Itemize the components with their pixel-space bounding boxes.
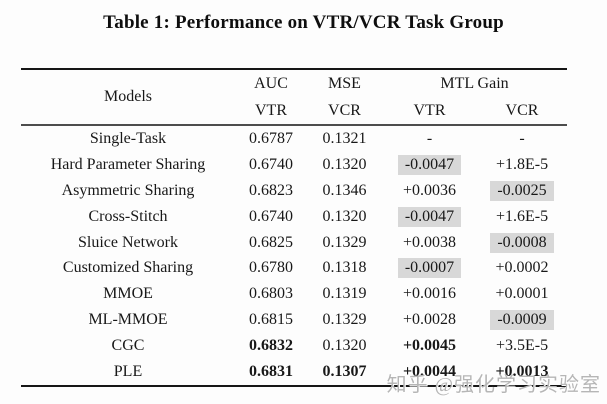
table-row: PLE 0.6831 0.1307 +0.0044 +0.0013 — [21, 359, 567, 385]
cell-mse-vcr: 0.1320 — [322, 155, 367, 173]
cell-mtl-vcr: +0.0002 — [495, 259, 549, 277]
cell-auc-vtr: 0.6823 — [249, 181, 293, 199]
cell-mtl-vcr: +0.0001 — [495, 285, 549, 303]
cell-mse-vcr: 0.1318 — [322, 259, 367, 277]
cell-model: CGC — [111, 337, 145, 355]
cell-model: Hard Parameter Sharing — [50, 155, 206, 173]
cell-mtl-vcr: -0.0008 — [477, 232, 567, 253]
table-row: ML-MMOE 0.6815 0.1329 +0.0028 -0.0009 — [21, 307, 567, 333]
table-row: Cross-Stitch 0.6740 0.1320 -0.0047 +1.6E… — [21, 204, 567, 230]
data-table: Models AUC MSE MTL Gain VTR VCR VTR VCR … — [21, 68, 567, 387]
cell-mtl-vtr: +0.0038 — [402, 233, 457, 251]
cell-auc-vtr: 0.6740 — [249, 207, 293, 225]
cell-auc-vtr: 0.6787 — [249, 129, 293, 147]
cell-model: Customized Sharing — [62, 259, 194, 277]
cell-auc-vtr: 0.6815 — [249, 311, 293, 329]
cell-mse-vcr: 0.1329 — [322, 311, 367, 329]
cell-mtl-vcr: -0.0009 — [477, 310, 567, 331]
cell-mse-vcr: 0.1329 — [322, 233, 367, 251]
cell-auc-vtr: 0.6740 — [249, 155, 293, 173]
cell-auc-vtr: 0.6803 — [249, 285, 293, 303]
cell-mtl-vtr: +0.0016 — [402, 285, 457, 303]
cell-mtl-vcr: +1.8E-5 — [495, 155, 549, 173]
cell-mse-vcr: 0.1307 — [322, 362, 367, 380]
cell-auc-vtr: 0.6832 — [249, 337, 293, 355]
cell-model: MMOE — [103, 285, 153, 303]
cell-mtl-vtr: - — [426, 129, 433, 147]
cell-auc-vtr: 0.6831 — [249, 362, 293, 380]
cell-mse-vcr: 0.1346 — [322, 181, 367, 199]
cell-mtl-vcr: +1.6E-5 — [495, 207, 549, 225]
table-row: Customized Sharing 0.6780 0.1318 -0.0007… — [21, 255, 567, 281]
cell-mse-vcr: 0.1320 — [322, 207, 367, 225]
table-row: MMOE 0.6803 0.1319 +0.0016 +0.0001 — [21, 281, 567, 307]
table-row: CGC 0.6832 0.1320 +0.0045 +3.5E-5 — [21, 333, 567, 359]
cell-mse-vcr: 0.1320 — [322, 337, 367, 355]
cell-model: Cross-Stitch — [88, 207, 168, 225]
cell-mtl-vtr: -0.0047 — [382, 154, 477, 175]
cell-mtl-vcr: +3.5E-5 — [495, 337, 549, 355]
cell-mse-vcr: 0.1321 — [322, 129, 367, 147]
cell-model: Sluice Network — [78, 233, 178, 251]
table-row: Single-Task 0.6787 0.1321 - - — [21, 126, 567, 152]
subheader-mtl-vcr: VCR — [505, 102, 539, 119]
table-caption: Table 1: Performance on VTR/VCR Task Gro… — [103, 12, 504, 33]
zhihu-watermark: 知乎 @强化学习实验室 — [386, 374, 601, 396]
cell-mtl-vtr: +0.0045 — [402, 337, 457, 355]
cell-model: ML-MMOE — [88, 311, 168, 329]
cell-mtl-vcr: +0.0013 — [495, 362, 549, 380]
cell-mtl-vtr: +0.0044 — [402, 362, 457, 380]
cell-auc-vtr: 0.6825 — [249, 233, 293, 251]
cell-model: PLE — [113, 362, 143, 380]
cell-mtl-vcr: -0.0025 — [477, 180, 567, 201]
cell-model: Asymmetric Sharing — [61, 181, 195, 199]
header-models: Models — [104, 88, 152, 105]
table-header: Models AUC MSE MTL Gain VTR VCR VTR VCR — [21, 70, 567, 126]
header-auc: AUC — [254, 75, 288, 92]
cell-model: Single-Task — [89, 129, 167, 147]
cell-mse-vcr: 0.1319 — [322, 285, 367, 303]
header-mse: MSE — [328, 75, 361, 92]
subheader-mse-vcr: VCR — [328, 102, 361, 119]
subheader-mtl-vtr: VTR — [413, 102, 446, 119]
cell-mtl-vtr: -0.0047 — [382, 206, 477, 227]
cell-mtl-vcr: - — [519, 129, 525, 147]
table-row: Asymmetric Sharing 0.6823 0.1346 +0.0036… — [21, 178, 567, 204]
subheader-auc-vtr: VTR — [255, 102, 287, 119]
cell-mtl-vtr: -0.0007 — [382, 258, 477, 279]
cell-auc-vtr: 0.6780 — [249, 259, 293, 277]
cell-mtl-vtr: +0.0028 — [402, 311, 457, 329]
cell-mtl-vtr: +0.0036 — [402, 181, 457, 199]
table-row: Hard Parameter Sharing 0.6740 0.1320 -0.… — [21, 152, 567, 178]
header-mtl-gain: MTL Gain — [440, 75, 509, 92]
table-row: Sluice Network 0.6825 0.1329 +0.0038 -0.… — [21, 230, 567, 256]
